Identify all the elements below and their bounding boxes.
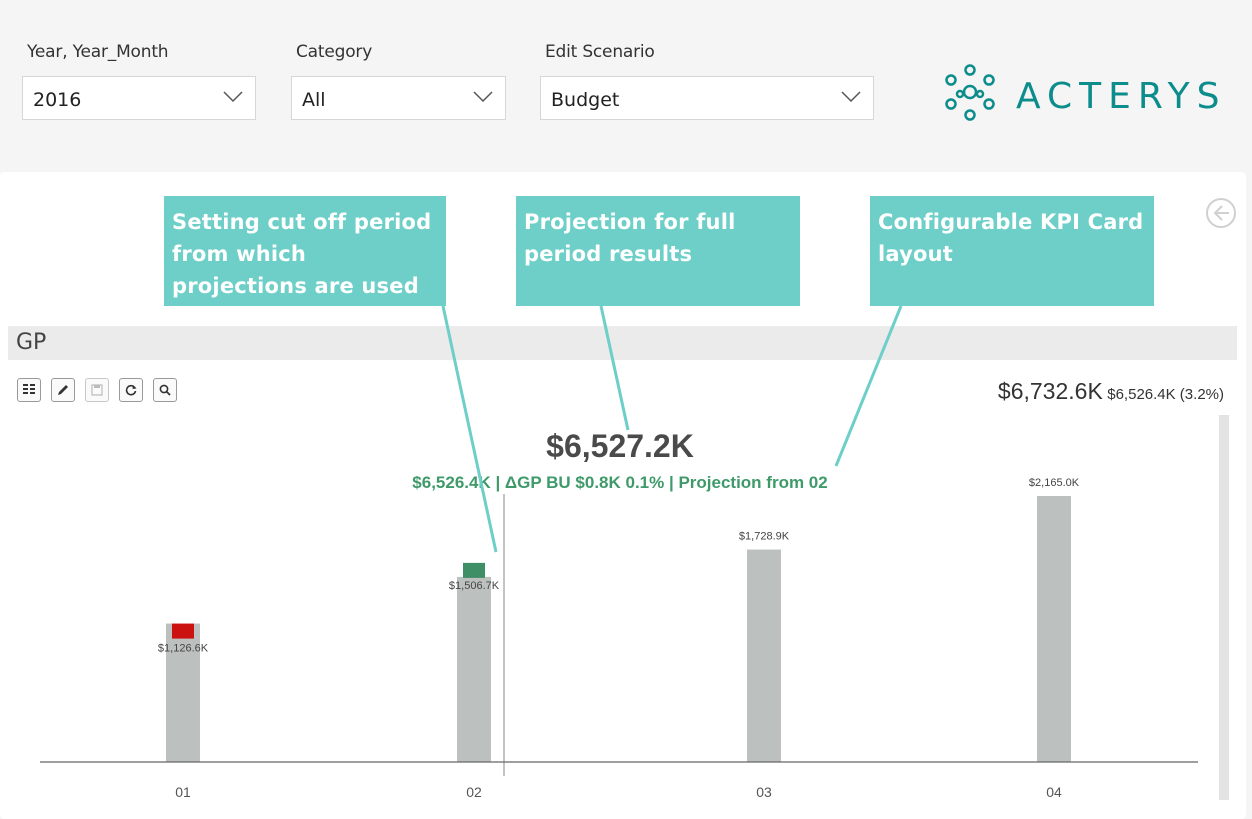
x-tick-label-02: 02	[466, 784, 482, 800]
category-dropdown[interactable]: All	[291, 76, 506, 120]
kpi-total: $6,732.6K $6,526.4K (3.2%)	[998, 378, 1224, 405]
kpi-main-value: $6,527.2K	[546, 428, 694, 464]
data-label-03: $1,728.9K	[739, 531, 790, 543]
callout-connectors	[441, 305, 903, 553]
back-arrow-icon[interactable]	[1205, 197, 1237, 229]
data-label-04: $2,165.0K	[1029, 477, 1080, 489]
x-tick-label-03: 03	[756, 784, 772, 800]
year-dropdown-value: 2016	[33, 89, 82, 111]
chevron-down-icon	[473, 91, 493, 103]
edit-icon	[58, 385, 68, 395]
variance-marker-01	[172, 623, 194, 639]
connector-kpi-layout	[834, 305, 903, 467]
slicer-label-category: Category	[296, 42, 373, 62]
callout-kpi-layout: Configurable KPI Card layout	[870, 196, 1154, 306]
variance-marker-02	[463, 562, 485, 578]
kpi-total-detail: $6,526.4K (3.2%)	[1107, 386, 1224, 403]
visual-title: GP	[16, 330, 47, 355]
table-icon	[23, 384, 35, 394]
x-tick-label-04: 04	[1046, 784, 1062, 800]
callout-projection: Projection for full period results	[516, 196, 800, 306]
save-button[interactable]	[85, 378, 109, 402]
refresh-button[interactable]	[119, 378, 143, 402]
data-label-02: $1,506.7K	[449, 580, 500, 592]
category-dropdown-value: All	[302, 89, 326, 111]
kpi-total-value: $6,732.6K	[997, 378, 1103, 404]
vertical-scrollbar[interactable]	[1219, 415, 1229, 800]
scenario-dropdown-value: Budget	[551, 89, 620, 111]
search-icon	[159, 384, 171, 396]
bar-04	[1037, 496, 1071, 762]
chevron-down-icon	[223, 91, 243, 103]
logo-mark-icon	[945, 64, 995, 121]
data-label-01: $1,126.6K	[158, 643, 209, 655]
logo-text: ACTERYS	[1016, 76, 1227, 117]
year-dropdown[interactable]: 2016	[22, 76, 256, 120]
kpi-sub-text: $6,526.4K | ΔGP BU $0.8K 0.1% | Projecti…	[412, 473, 828, 492]
connector-cutoff	[441, 305, 498, 553]
slicer-label-scenario: Edit Scenario	[545, 42, 655, 62]
scenario-dropdown[interactable]: Budget	[540, 76, 874, 120]
bar-03	[747, 549, 781, 762]
acterys-logo: ACTERYS	[936, 60, 1236, 132]
refresh-icon	[125, 384, 137, 396]
search-button[interactable]	[153, 378, 177, 402]
chevron-down-icon	[841, 91, 861, 103]
visual-header: GP	[8, 326, 1237, 360]
x-tick-label-01: 01	[175, 784, 191, 800]
save-icon	[91, 384, 103, 396]
table-view-button[interactable]	[17, 378, 41, 402]
edit-button[interactable]	[51, 378, 75, 402]
slicer-label-year: Year, Year_Month	[27, 42, 169, 62]
connector-projection	[599, 305, 630, 431]
bar-01	[166, 623, 200, 762]
callout-cutoff: Setting cut off period from which projec…	[164, 196, 446, 306]
bar-02	[457, 576, 491, 762]
